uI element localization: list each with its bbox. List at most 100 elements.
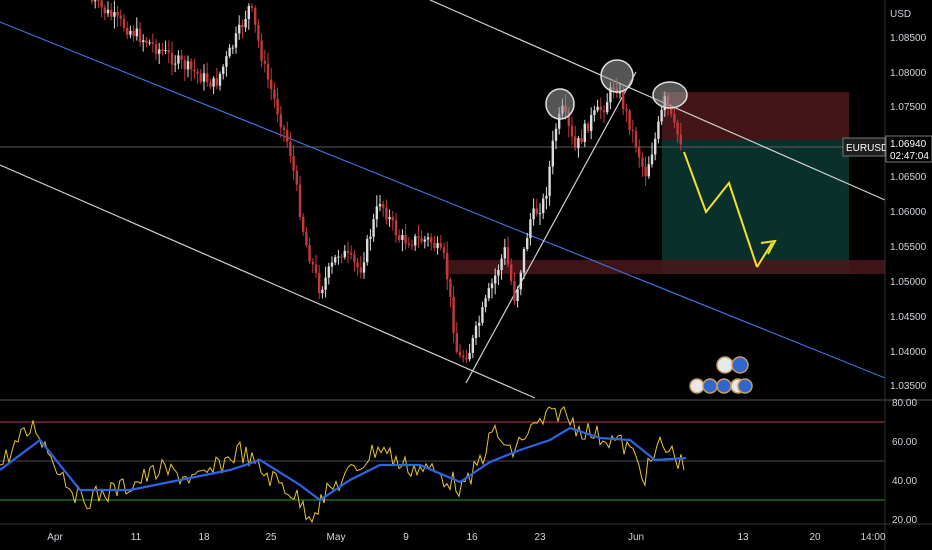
candle-body (353, 254, 356, 263)
candle-body (554, 128, 558, 141)
candle-body (535, 208, 538, 214)
candle-body (302, 216, 305, 232)
candle-body (641, 157, 644, 167)
eu-flag-icon[interactable] (716, 378, 732, 394)
candle-body (250, 6, 254, 8)
candle-body (458, 351, 462, 356)
price-tick-label: 1.08000 (890, 68, 927, 79)
time-tick-label: Jun (628, 532, 644, 543)
candle-body (327, 266, 330, 278)
candle-body (100, 0, 103, 8)
candle-body (487, 288, 490, 299)
candle-body (334, 257, 337, 263)
price-axis[interactable]: 1.08500 1.08000 1.07500 1.06500 1.06000 1.055… (890, 33, 927, 392)
time-tick-label: 16 (466, 532, 478, 543)
left-shoulder-circle[interactable] (545, 88, 575, 120)
candle-body (657, 121, 660, 139)
candle-body (490, 283, 494, 289)
rsi-axis[interactable]: 80.00 60.00 40.00 20.00 (892, 398, 917, 526)
candle-body (404, 234, 407, 244)
candle-body (526, 238, 529, 249)
support-zone[interactable] (445, 260, 885, 274)
candle-body (622, 91, 625, 110)
candle-body (276, 98, 279, 115)
candle-body (638, 147, 641, 158)
current-price-tag[interactable] (885, 135, 932, 163)
candle-body (145, 40, 148, 44)
candle-body (407, 243, 410, 246)
blue-trendline[interactable] (0, 21, 886, 379)
rsi-panel[interactable] (0, 401, 885, 523)
time-tick-label: May (327, 532, 346, 543)
rsi-line[interactable] (0, 405, 685, 524)
candle-body (670, 106, 673, 115)
candle-body (471, 338, 474, 353)
candle-body (154, 43, 158, 54)
candle-body (442, 247, 446, 253)
candle-body (94, 0, 97, 2)
candle-body (199, 73, 202, 82)
candle-body (298, 184, 302, 217)
stop-loss-zone[interactable] (662, 92, 849, 140)
us-flag-icon[interactable] (716, 356, 734, 374)
rsi-moving-average[interactable] (0, 426, 687, 502)
candle-body (650, 154, 654, 165)
candle-body (292, 155, 295, 171)
projection-arrow-head (760, 239, 777, 255)
eu-flag-icon[interactable] (702, 378, 718, 394)
candle-body (372, 219, 375, 237)
candle-body (538, 213, 542, 215)
candle-body (478, 322, 481, 326)
candle-body (174, 63, 177, 65)
candle-body (625, 109, 628, 111)
candle-body (222, 66, 225, 74)
price-tick-label: 1.03500 (890, 381, 927, 392)
candle-body (263, 60, 266, 64)
take-profit-zone[interactable] (662, 140, 849, 274)
candle-body (170, 52, 174, 65)
candle-body (513, 280, 516, 301)
symbol-tag[interactable] (842, 137, 886, 157)
candle-body (417, 236, 420, 238)
candle-body (343, 250, 346, 258)
candle-body (356, 262, 359, 268)
economic-event-icons[interactable] (689, 356, 753, 394)
time-tick-label: 23 (534, 532, 546, 543)
candle-body (196, 71, 199, 74)
candle-body (634, 130, 638, 148)
candle-body (228, 47, 231, 57)
candle-body (158, 49, 161, 54)
projection-arrow-path[interactable] (683, 151, 758, 268)
us-flag-icon[interactable] (689, 378, 705, 394)
candle-body (430, 237, 433, 243)
candle-body (369, 236, 372, 240)
time-tick-label: 25 (265, 532, 277, 543)
eu-flag-icon[interactable] (731, 356, 749, 374)
candle-body (580, 138, 583, 142)
candle-body (359, 267, 362, 273)
current-price-value: 1.06940 (890, 139, 927, 150)
right-shoulder-circle[interactable] (652, 81, 688, 109)
candle-body (590, 114, 593, 131)
candle-body (119, 15, 122, 19)
time-tick-label: 14:00 (860, 532, 885, 543)
candle-body (570, 125, 574, 137)
time-tick-label: 11 (131, 532, 142, 543)
candle-body (401, 234, 404, 240)
candle-body (186, 61, 190, 70)
eu-flag-icon[interactable] (737, 378, 753, 394)
candle-body (260, 40, 263, 61)
head-circle[interactable] (600, 59, 634, 93)
candle-body (468, 352, 471, 360)
rising-trendline[interactable] (465, 71, 637, 384)
candle-body (414, 236, 417, 246)
time-tick-label: 18 (198, 532, 210, 543)
time-axis[interactable]: Apr 11 18 25 May 9 16 23 Jun 13 20 14:00 (47, 532, 886, 543)
candle-body (548, 166, 551, 196)
candle-body (266, 63, 270, 80)
candle-body (254, 7, 257, 25)
candle-body (286, 129, 289, 142)
candle-body (193, 69, 196, 72)
lower-channel-line[interactable] (0, 164, 536, 399)
